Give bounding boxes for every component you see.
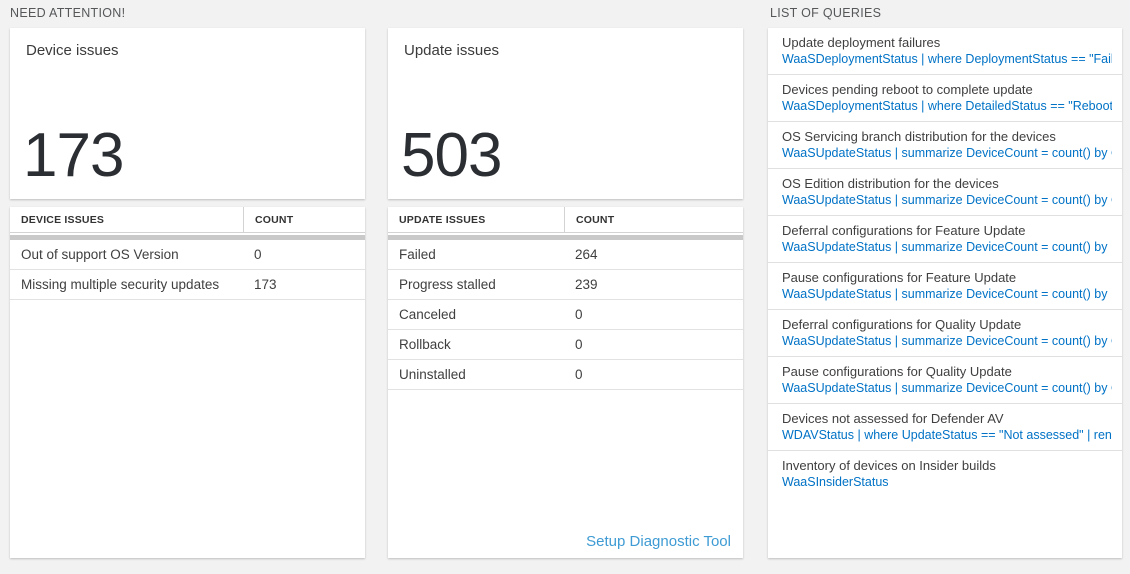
table-header-divider-bar — [388, 235, 743, 240]
query-title: OS Edition distribution for the devices — [782, 176, 999, 191]
query-item-update-deployment-failures[interactable]: Update deployment failures WaaSDeploymen… — [768, 28, 1122, 75]
row-label: Progress stalled — [399, 277, 496, 292]
device-issues-table-header: DEVICE ISSUES COUNT — [10, 207, 365, 233]
query-code: WDAVStatus | where UpdateStatus == "Not … — [782, 428, 1112, 442]
query-code: WaaSUpdateStatus | summarize DeviceCount… — [782, 287, 1112, 301]
row-count: 264 — [575, 247, 598, 262]
query-title: Pause configurations for Feature Update — [782, 270, 1017, 285]
device-issues-table: DEVICE ISSUES COUNT Out of support OS Ve… — [10, 207, 365, 558]
query-item-pause-quality-update[interactable]: Pause configurations for Quality Update … — [768, 357, 1122, 404]
update-issues-count: 503 — [401, 121, 502, 190]
query-code: WaaSUpdateStatus | summarize DeviceCount… — [782, 146, 1112, 160]
query-title: OS Servicing branch distribution for the… — [782, 129, 1056, 144]
query-item-pause-feature-update[interactable]: Pause configurations for Feature Update … — [768, 263, 1122, 310]
query-item-deferral-quality-update[interactable]: Deferral configurations for Quality Upda… — [768, 310, 1122, 357]
query-code: WaaSUpdateStatus | summarize DeviceCount… — [782, 193, 1112, 207]
query-title: Inventory of devices on Insider builds — [782, 458, 996, 473]
row-count: 239 — [575, 277, 598, 292]
row-count: 0 — [575, 367, 583, 382]
list-of-queries-section-title: LIST OF QUERIES — [770, 6, 882, 20]
device-issues-card[interactable]: Device issues 173 — [10, 28, 365, 199]
need-attention-section-title: NEED ATTENTION! — [10, 6, 126, 20]
table-row-failed[interactable]: Failed 264 — [388, 240, 743, 270]
setup-diagnostic-tool-link[interactable]: Setup Diagnostic Tool — [586, 533, 731, 550]
device-issues-column-header: DEVICE ISSUES — [21, 213, 105, 226]
update-issues-table-header: UPDATE ISSUES COUNT — [388, 207, 743, 233]
query-code: WaaSUpdateStatus | summarize DeviceCount… — [782, 334, 1112, 348]
table-row-rollback[interactable]: Rollback 0 — [388, 330, 743, 360]
query-code: WaaSUpdateStatus | summarize DeviceCount… — [782, 381, 1112, 395]
query-code: WaaSInsiderStatus — [782, 475, 889, 489]
query-title: Devices not assessed for Defender AV — [782, 411, 1004, 426]
query-code: WaaSDeploymentStatus | where DeploymentS… — [782, 52, 1112, 66]
row-label: Failed — [399, 247, 436, 262]
table-row-canceled[interactable]: Canceled 0 — [388, 300, 743, 330]
list-of-queries-panel: Update deployment failures WaaSDeploymen… — [768, 28, 1122, 558]
query-title: Update deployment failures — [782, 35, 941, 50]
table-header-divider-bar — [10, 235, 365, 240]
row-count: 0 — [575, 307, 583, 322]
row-label: Missing multiple security updates — [21, 277, 220, 292]
query-item-deferral-feature-update[interactable]: Deferral configurations for Feature Upda… — [768, 216, 1122, 263]
update-issues-column-header: UPDATE ISSUES — [399, 213, 486, 226]
update-issues-card-title: Update issues — [404, 42, 500, 59]
query-code: WaaSDeploymentStatus | where DetailedSta… — [782, 99, 1112, 113]
query-title: Devices pending reboot to complete updat… — [782, 82, 1033, 97]
row-count: 173 — [254, 277, 277, 292]
query-item-os-edition-distribution[interactable]: OS Edition distribution for the devices … — [768, 169, 1122, 216]
table-row-missing-security-updates[interactable]: Missing multiple security updates 173 — [10, 270, 365, 300]
table-row-out-of-support-os[interactable]: Out of support OS Version 0 — [10, 240, 365, 270]
query-item-defender-av-not-assessed[interactable]: Devices not assessed for Defender AV WDA… — [768, 404, 1122, 451]
count-column-header: COUNT — [243, 207, 365, 232]
device-issues-count: 173 — [23, 121, 124, 190]
row-label: Uninstalled — [399, 367, 466, 382]
query-title: Deferral configurations for Feature Upda… — [782, 223, 1026, 238]
query-title: Deferral configurations for Quality Upda… — [782, 317, 1022, 332]
row-count: 0 — [254, 247, 262, 262]
row-label: Canceled — [399, 307, 457, 322]
row-count: 0 — [575, 337, 583, 352]
device-issues-card-title: Device issues — [26, 42, 119, 59]
query-item-insider-builds-inventory[interactable]: Inventory of devices on Insider builds W… — [768, 451, 1122, 497]
table-row-progress-stalled[interactable]: Progress stalled 239 — [388, 270, 743, 300]
update-issues-table: UPDATE ISSUES COUNT Failed 264 Progress … — [388, 207, 743, 558]
table-row-uninstalled[interactable]: Uninstalled 0 — [388, 360, 743, 390]
query-item-os-servicing-branch[interactable]: OS Servicing branch distribution for the… — [768, 122, 1122, 169]
query-item-devices-pending-reboot[interactable]: Devices pending reboot to complete updat… — [768, 75, 1122, 122]
count-column-header: COUNT — [564, 207, 743, 232]
query-code: WaaSUpdateStatus | summarize DeviceCount… — [782, 240, 1112, 254]
update-issues-card[interactable]: Update issues 503 — [388, 28, 743, 199]
row-label: Rollback — [399, 337, 451, 352]
row-label: Out of support OS Version — [21, 247, 179, 262]
query-title: Pause configurations for Quality Update — [782, 364, 1012, 379]
